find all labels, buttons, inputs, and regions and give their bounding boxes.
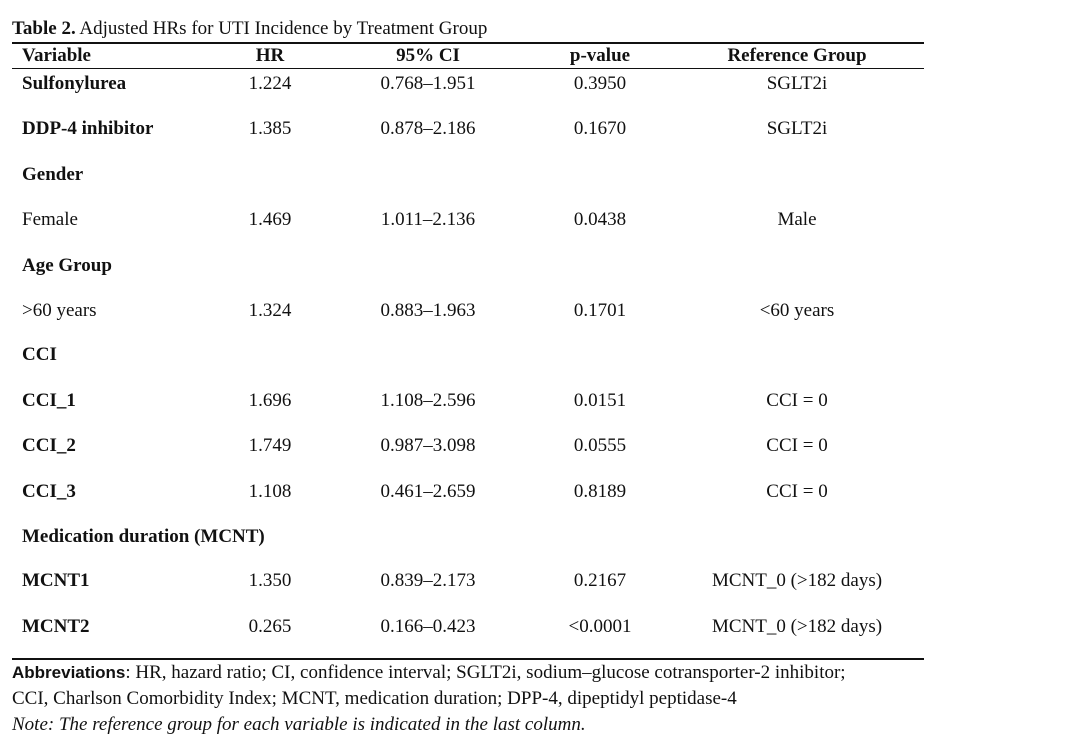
footnote-abbreviations-continued: CCI, Charlson Comorbidity Index; MCNT, m… bbox=[12, 686, 737, 712]
cell-variable: Gender bbox=[22, 164, 84, 185]
cell-variable: Sulfonylurea bbox=[22, 73, 127, 94]
table-row: Gender bbox=[0, 161, 1080, 189]
table-caption-label: Table 2. bbox=[12, 18, 76, 39]
cell-reference-group: Male bbox=[777, 209, 817, 230]
cell-hr: 0.265 bbox=[248, 616, 292, 637]
cell-p-value: 0.1701 bbox=[573, 300, 627, 321]
cell-p-value: 0.0151 bbox=[573, 390, 627, 411]
cell-ci: 0.878–2.186 bbox=[380, 118, 476, 139]
cell-reference-group: CCI = 0 bbox=[766, 481, 828, 502]
cell-hr: 1.350 bbox=[248, 570, 292, 591]
footnote-abbreviations-label: Abbreviations bbox=[12, 663, 126, 682]
header-p-value: p-value bbox=[569, 45, 631, 66]
table-row: Age Group bbox=[0, 252, 1080, 280]
table-row: DDP-4 inhibitor 1.385 0.878–2.186 0.1670 SGL… bbox=[0, 115, 1080, 143]
cell-p-value: <0.0001 bbox=[568, 616, 632, 637]
table-row: Sulfonylurea 1.224 0.768–1.951 0.3950 SGLT2i bbox=[0, 70, 1080, 98]
header-variable: Variable bbox=[22, 45, 91, 66]
table-row: MCNT2 0.265 0.166–0.423 <0.0001 MCNT_0 (>182… bbox=[0, 613, 1080, 641]
cell-p-value: 0.3950 bbox=[573, 73, 627, 94]
cell-p-value: 0.2167 bbox=[573, 570, 627, 591]
table-top-rule bbox=[12, 42, 924, 44]
table-caption: Table 2. Adjusted HRs for UTI Incidence … bbox=[12, 18, 487, 40]
cell-variable: CCI_2 bbox=[22, 435, 76, 456]
cell-reference-group: MCNT_0 (>182 days) bbox=[711, 570, 883, 591]
table-row: MCNT1 1.350 0.839–2.173 0.2167 MCNT_0 (>182 … bbox=[0, 567, 1080, 595]
header-reference-group: Reference Group bbox=[727, 45, 867, 66]
cell-variable: Age Group bbox=[22, 255, 112, 276]
table-row: >60 years 1.324 0.883–1.963 0.1701 <60 years bbox=[0, 297, 1080, 325]
cell-p-value: 0.0438 bbox=[573, 209, 627, 230]
table-row: Female 1.469 1.011–2.136 0.0438 Male bbox=[0, 206, 1080, 234]
cell-p-value: 0.1670 bbox=[573, 118, 627, 139]
table-row: CCI_2 1.749 0.987–3.098 0.0555 CCI = 0 bbox=[0, 432, 1080, 460]
cell-reference-group: CCI = 0 bbox=[766, 390, 828, 411]
footnote-abbreviations-text-1: : HR, hazard ratio; CI, confidence inter… bbox=[125, 662, 846, 683]
table-row: CCI bbox=[0, 341, 1080, 369]
cell-ci: 1.108–2.596 bbox=[380, 390, 476, 411]
cell-hr: 1.469 bbox=[248, 209, 292, 230]
table-row: CCI_1 1.696 1.108–2.596 0.0151 CCI = 0 bbox=[0, 387, 1080, 415]
cell-reference-group: MCNT_0 (>182 days) bbox=[711, 616, 883, 637]
cell-reference-group: SGLT2i bbox=[766, 73, 828, 94]
cell-ci: 0.987–3.098 bbox=[380, 435, 476, 456]
footnote-abbreviations: Abbreviations: HR, hazard ratio; CI, con… bbox=[12, 660, 846, 686]
cell-hr: 1.108 bbox=[248, 481, 292, 502]
footnote-note-text: Note: The reference group for each varia… bbox=[12, 714, 586, 735]
cell-variable: >60 years bbox=[22, 300, 97, 321]
table-bottom-rule bbox=[12, 658, 924, 660]
table-row: Medication duration (MCNT) bbox=[0, 523, 1080, 551]
cell-variable: CCI bbox=[22, 344, 57, 365]
cell-ci: 0.768–1.951 bbox=[380, 73, 476, 94]
cell-variable: MCNT2 bbox=[22, 616, 90, 637]
cell-variable: Medication duration (MCNT) bbox=[22, 526, 265, 547]
cell-hr: 1.224 bbox=[248, 73, 292, 94]
cell-variable: DDP-4 inhibitor bbox=[22, 118, 154, 139]
cell-variable: Female bbox=[22, 209, 78, 230]
cell-ci: 0.839–2.173 bbox=[380, 570, 476, 591]
cell-variable: CCI_3 bbox=[22, 481, 76, 502]
header-ci: 95% CI bbox=[396, 45, 460, 66]
table-caption-text: Adjusted HRs for UTI Incidence by Treatm… bbox=[75, 18, 488, 39]
footnote-note: Note: The reference group for each varia… bbox=[12, 712, 586, 738]
cell-reference-group: <60 years bbox=[759, 300, 835, 321]
cell-ci: 1.011–2.136 bbox=[380, 209, 476, 230]
cell-ci: 0.461–2.659 bbox=[380, 481, 476, 502]
cell-p-value: 0.8189 bbox=[573, 481, 627, 502]
cell-hr: 1.324 bbox=[248, 300, 292, 321]
cell-p-value: 0.0555 bbox=[573, 435, 627, 456]
cell-ci: 0.883–1.963 bbox=[380, 300, 476, 321]
table-header-rule bbox=[12, 68, 924, 69]
cell-ci: 0.166–0.423 bbox=[380, 616, 476, 637]
cell-reference-group: SGLT2i bbox=[766, 118, 828, 139]
table-header-row: Variable HR 95% CI p-value Reference Gro… bbox=[0, 44, 1080, 68]
cell-variable: MCNT1 bbox=[22, 570, 90, 591]
cell-reference-group: CCI = 0 bbox=[766, 435, 828, 456]
cell-variable: CCI_1 bbox=[22, 390, 76, 411]
table-row: CCI_3 1.108 0.461–2.659 0.8189 CCI = 0 bbox=[0, 478, 1080, 506]
header-hr: HR bbox=[255, 45, 285, 66]
cell-hr: 1.385 bbox=[248, 118, 292, 139]
cell-hr: 1.749 bbox=[248, 435, 292, 456]
footnote-abbreviations-text-2: CCI, Charlson Comorbidity Index; MCNT, m… bbox=[12, 688, 737, 709]
cell-hr: 1.696 bbox=[248, 390, 292, 411]
